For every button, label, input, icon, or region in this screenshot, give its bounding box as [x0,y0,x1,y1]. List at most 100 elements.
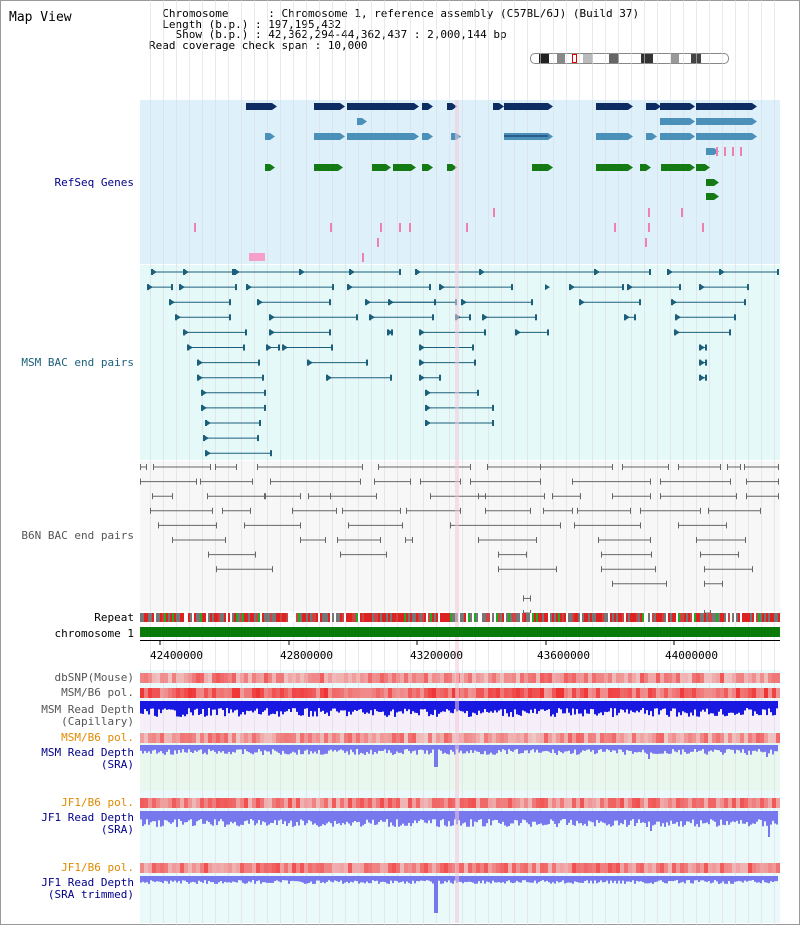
read-depth-bar [432,745,434,750]
read-depth-bar [204,811,206,824]
gene-strand-arrow [548,164,553,171]
read-depth-bar [276,745,278,752]
read-depth-bar [630,745,632,751]
jf1-b6-pol-label[interactable]: JF1/B6 pol. [61,796,134,809]
read-depth-bar [748,745,750,751]
repeat-mark [356,613,358,622]
read-depth-bar [554,701,556,717]
read-depth-bar [574,701,576,715]
read-depth-bar [490,876,492,884]
msm-b6-pol-label[interactable]: MSM/B6 pol. [61,686,134,699]
polymorphism-cell [716,733,720,743]
polymorphism-cell [464,863,468,873]
read-depth-bar [598,876,600,883]
read-depth-bar [262,811,264,822]
repeat-mark [592,613,594,622]
polymorphism-cell [704,688,708,698]
jf1-read-depth-trimmed-label[interactable]: JF1 Read Depth [41,876,134,889]
polymorphism-cell [372,798,376,808]
read-depth-bar [560,701,562,710]
jf1-read-depth-label[interactable]: JF1 Read Depth [41,811,134,824]
repeat-mark [270,613,272,622]
bac-end [172,537,173,543]
read-depth-bar [408,745,410,751]
read-depth-bar [718,811,720,826]
read-depth-bar [436,701,438,717]
polymorphism-cell [712,863,716,873]
read-depth-bar [406,811,408,826]
bac-end [622,464,623,470]
bac-end [330,493,331,500]
polymorphism-cell [500,688,504,698]
polymorphism-cell [192,798,196,808]
gridline [644,0,645,925]
gridline [566,0,567,925]
polymorphism-cell [384,673,388,683]
chromosome-bar[interactable] [140,627,780,637]
read-depth-bar [474,876,476,884]
chromosome-track-label[interactable]: chromosome 1 [54,627,134,640]
polymorphism-cell [292,798,296,808]
polymorphism-cell [308,733,312,743]
repeat-mark [496,613,498,622]
msm-read-depth-sra-label[interactable]: MSM Read Depth [41,746,134,759]
bac-end-arrow [675,329,680,336]
read-depth-bar [482,701,484,713]
axis-tick-label: 42800000 [280,649,333,662]
polymorphism-cell [488,798,492,808]
read-depth-bar [776,876,778,882]
bac-end [612,493,613,500]
bac-end-arrow [420,344,425,351]
refseq-track-label[interactable]: RefSeq Genes [54,176,134,189]
read-depth-bar [416,811,418,824]
b6n-bac-track-label[interactable]: B6N BAC end pairs [21,529,134,542]
polymorphism-cell [460,863,464,873]
read-depth-bar [472,811,474,827]
repeat-mark [344,613,346,622]
read-depth-bar [312,811,314,825]
gene-exon [696,164,705,171]
repeat-track-label[interactable]: Repeat [94,611,134,624]
polymorphism-cell [448,688,452,698]
polymorphism-cell [224,798,228,808]
msm-read-depth-capillary-label[interactable]: MSM Read Depth [41,703,134,716]
polymorphism-cell [720,673,724,683]
read-depth-bar [660,745,662,754]
polymorphism-cell [196,798,200,808]
polymorphism-cell [632,863,636,873]
msm-b6-pol-label-2[interactable]: MSM/B6 pol. [61,731,134,744]
polymorphism-cell [276,733,280,743]
gene-exon [661,164,690,171]
read-depth-bar [584,876,586,882]
read-depth-bar [698,876,700,883]
polymorphism-cell [508,673,512,683]
read-depth-bar [700,811,702,821]
repeat-mark [342,613,344,622]
msm-bac-track-label[interactable]: MSM BAC end pairs [21,356,134,369]
gridline [228,0,229,925]
dbsnp-track-label[interactable]: dbSNP(Mouse) [54,671,134,684]
polymorphism-cell [176,798,180,808]
read-depth-bar [528,745,530,754]
read-depth-bar [632,701,634,713]
repeat-mark [292,613,294,622]
gene-exon [265,164,270,171]
repeat-mark [618,613,620,622]
read-depth-bar [270,745,272,755]
repeat-mark [738,613,740,622]
repeat-mark [432,613,434,622]
polymorphism-cell [292,863,296,873]
jf1-b6-pol-label-2[interactable]: JF1/B6 pol. [61,861,134,874]
gene-strand-arrow [752,103,757,110]
polymorphism-cell [220,673,224,683]
polymorphism-cell [480,733,484,743]
read-depth-bar [418,701,420,716]
read-depth-bar [516,745,518,750]
gene-marker [377,238,379,247]
read-depth-bar [708,811,710,825]
read-depth-bar [336,811,338,824]
polymorphism-cell [304,673,308,683]
read-depth-bar [532,876,534,883]
read-depth-bar [402,876,404,882]
